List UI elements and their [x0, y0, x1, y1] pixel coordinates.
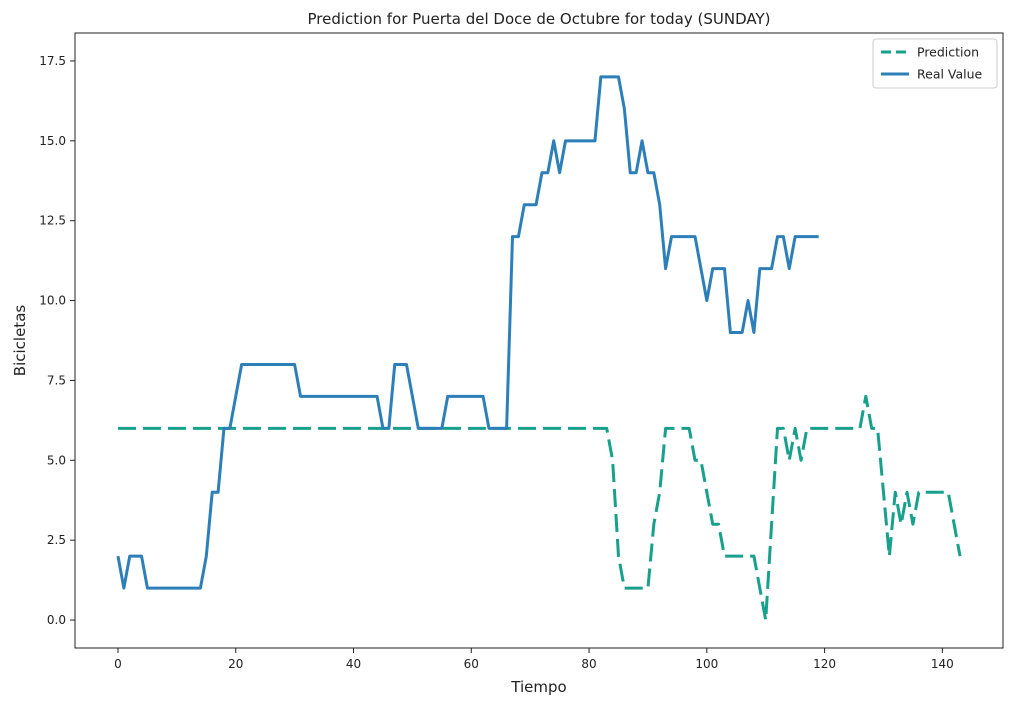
legend: Prediction Real Value — [872, 38, 998, 89]
y-axis-title: Bicicletas — [11, 305, 29, 377]
x-tick-label: 20 — [228, 657, 243, 671]
legend-label: Real Value — [917, 67, 983, 82]
y-tick-label: 15.0 — [39, 134, 66, 148]
x-tick-label: 120 — [813, 657, 836, 671]
x-tick-label: 140 — [931, 657, 954, 671]
prediction-line — [117, 394, 962, 622]
x-tick-label: 100 — [695, 657, 718, 671]
x-tick-label: 40 — [346, 657, 361, 671]
real-value-line — [116, 75, 819, 590]
y-tick-label: 0.0 — [47, 613, 66, 627]
plot-area: 0 20 40 60 80 100 120 140 0.0 2.5 5.0 7.5 10.0 12.5 15… — [39, 32, 1004, 671]
x-axis-title: Tiempo — [510, 678, 566, 696]
chart-title: Prediction for Puerta del Doce de Octubr… — [308, 10, 771, 28]
y-tick-label: 17.5 — [39, 54, 66, 68]
y-tick-label: 5.0 — [47, 453, 66, 467]
y-tick-label: 10.0 — [39, 294, 66, 308]
y-tick-label: 7.5 — [47, 373, 66, 387]
x-tick-label: 80 — [581, 657, 596, 671]
x-tick-label: 60 — [464, 657, 479, 671]
y-tick-label: 12.5 — [39, 214, 66, 228]
plot-frame — [74, 32, 1004, 649]
x-tick-label: 0 — [114, 657, 122, 671]
y-tick-label: 2.5 — [47, 533, 66, 547]
legend-label: Prediction — [917, 45, 979, 60]
